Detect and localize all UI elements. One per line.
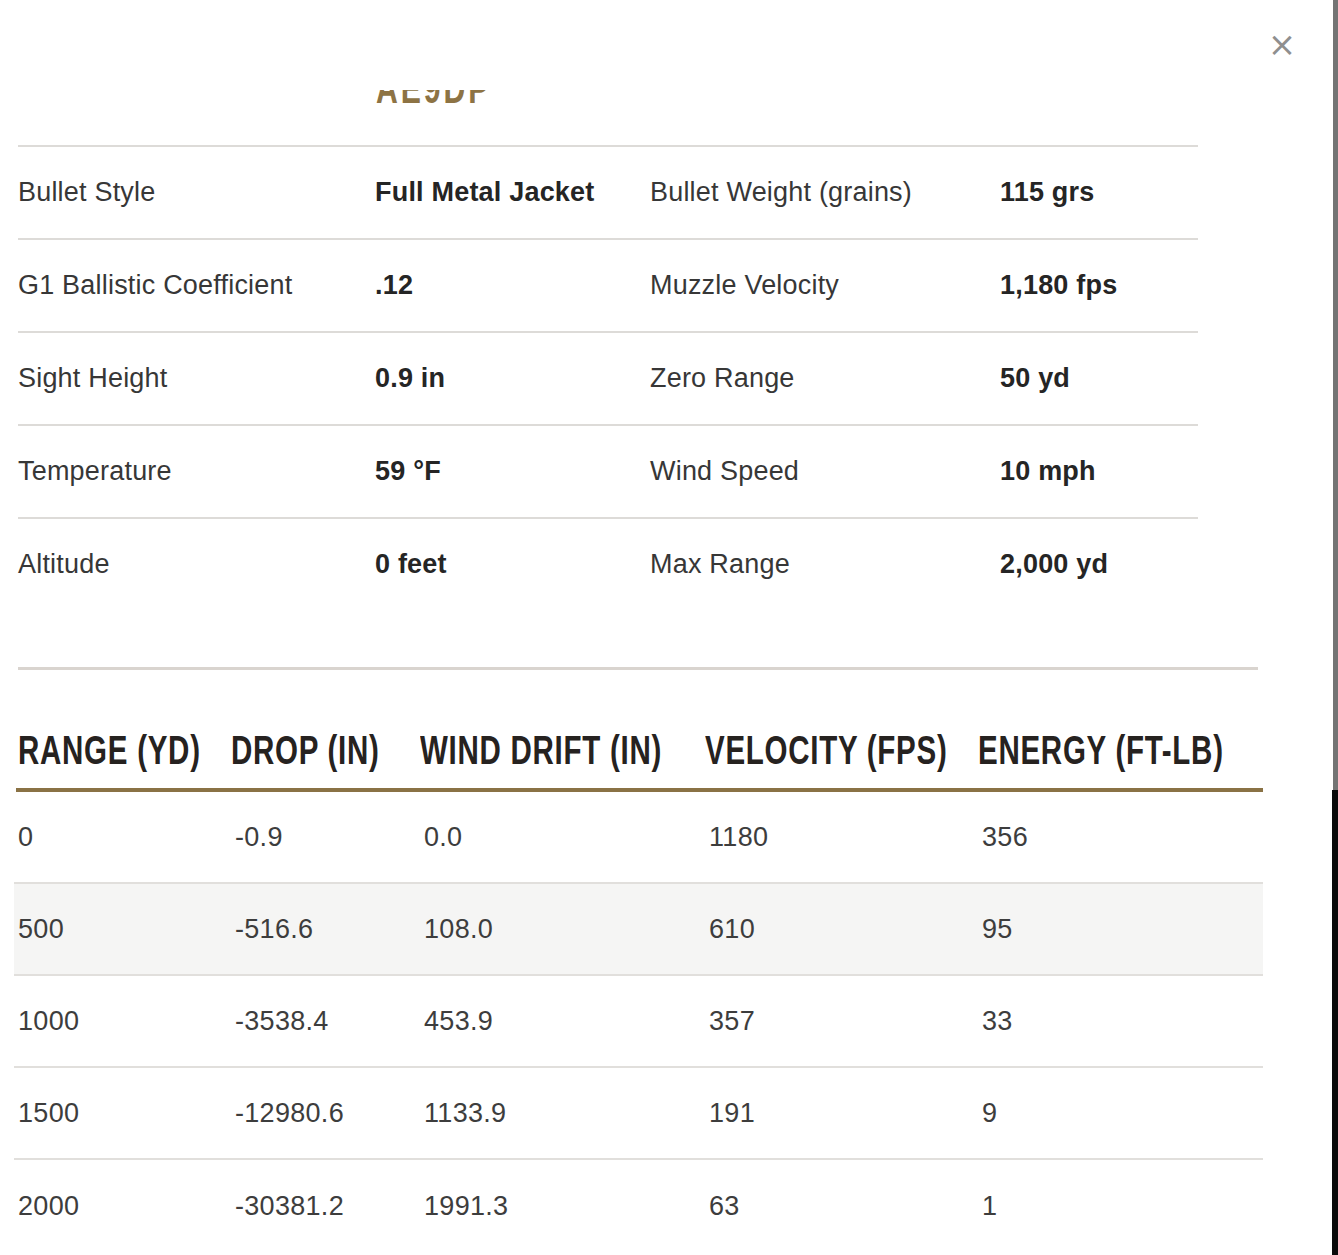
cell-velocity: 191 — [709, 1098, 982, 1129]
spec-value-zero-range: 50 yd — [1000, 363, 1198, 394]
spec-row: Temperature 59 °F Wind Speed 10 mph — [18, 424, 1198, 517]
table-row: 1500 -12980.6 1133.9 191 9 — [14, 1068, 1263, 1160]
table-row: 0 -0.9 0.0 1180 356 — [14, 792, 1263, 884]
spec-table: Bullet Style Full Metal Jacket Bullet We… — [18, 145, 1198, 610]
section-divider — [18, 667, 1258, 670]
modal-header — [0, 0, 1333, 90]
spec-value-max-range: 2,000 yd — [1000, 549, 1198, 580]
cell-velocity: 63 — [709, 1191, 982, 1222]
spec-label-altitude: Altitude — [18, 549, 375, 580]
cell-wind-drift: 0.0 — [424, 822, 709, 853]
cell-drop: -30381.2 — [235, 1191, 424, 1222]
spec-value-wind-speed: 10 mph — [1000, 456, 1198, 487]
spec-label-max-range: Max Range — [650, 549, 1000, 580]
spec-value-sight-height: 0.9 in — [375, 363, 650, 394]
spec-label-bullet-weight: Bullet Weight (grains) — [650, 177, 1000, 208]
spec-value-bullet-weight: 115 grs — [1000, 177, 1198, 208]
cell-drop: -0.9 — [235, 822, 424, 853]
cell-velocity: 1180 — [709, 822, 982, 853]
column-header-wind-drift: WIND DRIFT (IN) — [420, 727, 662, 774]
spec-row: G1 Ballistic Coefficient .12 Muzzle Velo… — [18, 238, 1198, 331]
cell-wind-drift: 108.0 — [424, 914, 709, 945]
cell-velocity: 610 — [709, 914, 982, 945]
ballistics-modal: AE9DP × Bullet Style Full Metal Jacket B… — [0, 0, 1338, 1255]
cell-drop: -3538.4 — [235, 1006, 424, 1037]
cell-range: 2000 — [18, 1191, 235, 1222]
cell-range: 1500 — [18, 1098, 235, 1129]
spec-label-muzzle-velocity: Muzzle Velocity — [650, 270, 1000, 301]
cell-drop: -516.6 — [235, 914, 424, 945]
cell-velocity: 357 — [709, 1006, 982, 1037]
spec-value-bullet-style: Full Metal Jacket — [375, 177, 650, 208]
cell-energy: 95 — [982, 914, 1263, 945]
table-row: 2000 -30381.2 1991.3 63 1 — [14, 1160, 1263, 1252]
cell-range: 500 — [18, 914, 235, 945]
spec-label-wind-speed: Wind Speed — [650, 456, 1000, 487]
cell-energy: 1 — [982, 1191, 1263, 1222]
cell-wind-drift: 1133.9 — [424, 1098, 709, 1129]
cell-wind-drift: 1991.3 — [424, 1191, 709, 1222]
ballistics-table-header: RANGE (YD) DROP (IN) WIND DRIFT (IN) VEL… — [18, 726, 1263, 774]
cell-wind-drift: 453.9 — [424, 1006, 709, 1037]
page-backdrop-edge — [1333, 0, 1338, 790]
column-header-velocity: VELOCITY (FPS) — [705, 727, 947, 774]
spec-row: Sight Height 0.9 in Zero Range 50 yd — [18, 331, 1198, 424]
table-row: 1000 -3538.4 453.9 357 33 — [14, 976, 1263, 1068]
ballistics-table-body: 0 -0.9 0.0 1180 356 500 -516.6 108.0 610… — [14, 792, 1263, 1252]
spec-value-muzzle-velocity: 1,180 fps — [1000, 270, 1198, 301]
table-row-highlighted: 500 -516.6 108.0 610 95 — [14, 884, 1263, 976]
column-header-range: RANGE (YD) — [18, 727, 201, 774]
cell-range: 0 — [18, 822, 235, 853]
spec-value-temperature: 59 °F — [375, 456, 650, 487]
cell-range: 1000 — [18, 1006, 235, 1037]
column-header-drop: DROP (IN) — [231, 727, 380, 774]
cell-drop: -12980.6 — [235, 1098, 424, 1129]
spec-value-altitude: 0 feet — [375, 549, 650, 580]
cell-energy: 356 — [982, 822, 1263, 853]
spec-label-zero-range: Zero Range — [650, 363, 1000, 394]
spec-value-ballistic-coefficient: .12 — [375, 270, 650, 301]
spec-label-bullet-style: Bullet Style — [18, 177, 375, 208]
spec-row: Altitude 0 feet Max Range 2,000 yd — [18, 517, 1198, 610]
spec-label-sight-height: Sight Height — [18, 363, 375, 394]
spec-label-ballistic-coefficient: G1 Ballistic Coefficient — [18, 270, 375, 301]
spec-row: Bullet Style Full Metal Jacket Bullet We… — [18, 145, 1198, 238]
column-header-energy: ENERGY (FT-LB) — [978, 727, 1224, 774]
close-icon[interactable]: × — [1262, 24, 1302, 64]
cell-energy: 9 — [982, 1098, 1263, 1129]
cell-energy: 33 — [982, 1006, 1263, 1037]
scrollbar-thumb[interactable] — [1332, 790, 1338, 1255]
spec-label-temperature: Temperature — [18, 456, 375, 487]
